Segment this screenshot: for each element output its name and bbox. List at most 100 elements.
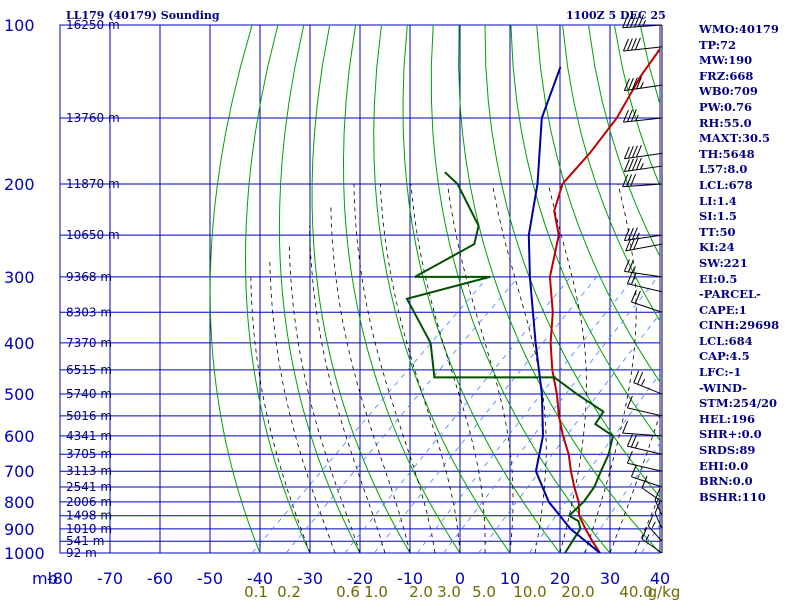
wind-barb-flag — [654, 487, 661, 501]
wind-barb — [622, 109, 663, 123]
wind-barb — [626, 434, 663, 455]
wind-barb-flag — [622, 420, 629, 434]
pressure-tick-label: 800 — [4, 493, 35, 512]
wind-barb-half-flag — [639, 82, 644, 89]
index-item: LFC:-1 — [699, 365, 742, 380]
temperature-tick-label: -20 — [347, 569, 373, 588]
wind-barb-flag — [626, 434, 633, 447]
height-label: 5740 m — [66, 387, 112, 401]
index-item: MW:190 — [699, 53, 753, 68]
wind-barb-half-flag — [634, 114, 639, 122]
temperature-trace — [548, 47, 660, 553]
wind-barb-flag — [627, 158, 634, 172]
index-item: TP:72 — [699, 37, 737, 52]
index-item: TH:5648 — [699, 146, 755, 161]
index-item: -WIND- — [699, 380, 747, 395]
moist-adiabat-line — [269, 261, 336, 553]
wind-barb-flag — [641, 475, 648, 489]
wind-barb-flag — [630, 109, 637, 122]
wind-barb-shaft — [631, 301, 663, 313]
wind-barb-half-flag — [631, 266, 636, 273]
temperature-tick-label: 10 — [500, 569, 520, 588]
moist-adiabat-line — [410, 183, 486, 553]
dry-adiabat-line — [244, 25, 311, 553]
wind-barb-flag — [633, 370, 640, 383]
moist-adiabat-line — [447, 183, 514, 553]
mixing-ratio-line — [374, 276, 598, 553]
index-item: STM:254/20 — [699, 396, 778, 411]
index-item: SHR+:0.0 — [699, 427, 762, 442]
temperature-tick-label: 30 — [600, 569, 620, 588]
wind-barb-flag — [634, 290, 641, 304]
wind-barb — [633, 370, 663, 395]
wind-barb-flag — [631, 145, 638, 158]
wind-barb-shaft — [631, 476, 663, 488]
stability-indices-list: WMO:40179 TP:72 MW:190 FRZ:668 WB0:709 PW:0.7… — [699, 22, 799, 505]
wind-barb-half-flag — [642, 20, 647, 27]
index-item: KI:24 — [699, 240, 735, 255]
wind-barb-flag — [630, 272, 637, 285]
mixing-ratio-line — [443, 276, 659, 553]
index-item: CAPE:1 — [699, 302, 747, 317]
dry-adiabat-line — [342, 25, 461, 553]
wind-barb-shaft — [647, 525, 663, 542]
wind-barb-shaft — [654, 512, 663, 530]
index-item: PW:0.76 — [699, 99, 753, 114]
wind-barb-flag — [627, 146, 634, 159]
height-label: 1010 m — [66, 522, 112, 536]
temperature-tick-label: -80 — [47, 569, 73, 588]
height-label: 6515 m — [66, 363, 112, 377]
height-label: 5016 m — [66, 409, 112, 423]
moist-adiabat-line — [330, 205, 411, 553]
wind-barb-flag — [637, 371, 644, 385]
wind-barb-flag — [626, 451, 633, 464]
index-item: CINH:29698 — [699, 318, 780, 333]
wind-barb — [626, 271, 663, 293]
height-label: 9368 m — [66, 270, 112, 284]
mixing-ratio-label: 1.0 — [364, 583, 388, 600]
mixing-ratio-line — [251, 276, 489, 553]
index-item: SW:221 — [699, 255, 748, 270]
wind-barb-flag — [630, 38, 637, 51]
height-label: 16250 m — [66, 18, 120, 32]
wind-barb-flag — [631, 77, 638, 90]
wind-barb-flag — [626, 271, 633, 284]
wind-barb-flag — [631, 158, 638, 171]
wind-barb — [623, 76, 663, 92]
height-label: 3113 m — [66, 464, 112, 478]
wind-barb-half-flag — [641, 378, 646, 386]
mixing-ratio-label: 0.6 — [336, 583, 360, 600]
index-item: SRDS:89 — [699, 443, 756, 458]
pressure-tick-label: 100 — [4, 16, 35, 35]
mixing-ratio-line — [478, 313, 660, 553]
wind-barb-flag — [630, 464, 637, 477]
index-item: LI:1.4 — [699, 193, 737, 208]
index-item: BSHR:110 — [699, 489, 766, 504]
wind-barb-flag — [630, 15, 637, 28]
index-item: SI:1.5 — [699, 209, 737, 224]
wind-barb-shaft — [627, 407, 663, 417]
sounding-traces — [405, 47, 660, 553]
wind-barb-flag — [631, 227, 638, 240]
wind-barb-flag — [625, 238, 632, 252]
wind-barb-shaft — [622, 183, 663, 188]
mixing-ratio-line — [344, 276, 571, 553]
pressure-tick-label: 900 — [4, 520, 35, 539]
wind-barb-flag — [623, 78, 630, 91]
wind-barb — [623, 259, 663, 278]
wind-barb-flag — [633, 237, 640, 250]
wind-barb-shaft — [633, 382, 663, 395]
wind-barb-flag — [635, 145, 642, 158]
sounding-time: 1100Z 5 DEC 25 — [566, 9, 666, 22]
mixing-ratio-label: g/kg — [648, 583, 681, 600]
height-label: 2006 m — [66, 495, 112, 509]
parcel-trace — [527, 66, 601, 553]
wind-barb-shaft — [641, 487, 663, 503]
wind-barb-shaft — [624, 84, 663, 92]
index-item: LCL:678 — [699, 177, 753, 192]
dry-adiabat-line — [536, 25, 660, 383]
wind-barb-shaft — [622, 24, 663, 29]
height-label: 3705 m — [66, 447, 112, 461]
dry-adiabat-line — [430, 25, 611, 553]
